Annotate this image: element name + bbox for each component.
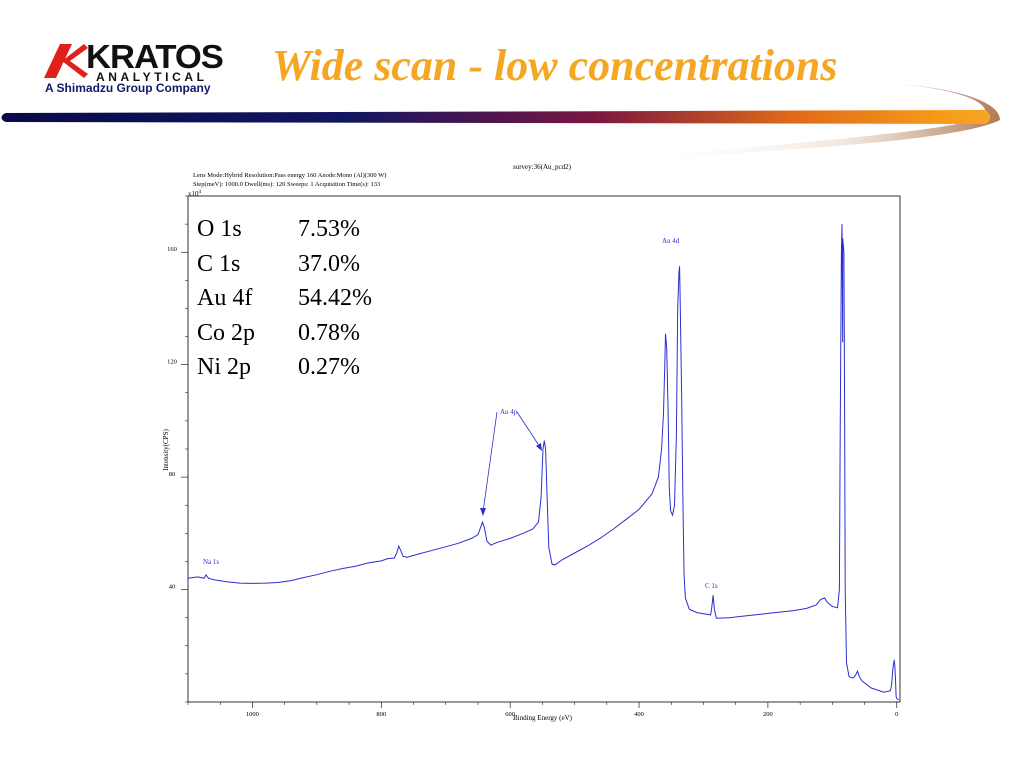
y-multiplier: x104 — [188, 190, 202, 198]
kratos-k-icon — [44, 44, 88, 78]
composition-row: Au 4f 54.42% — [197, 281, 372, 316]
composition-table: O 1s 7.53% C 1s 37.0% Au 4f 54.42% Co 2p 0.78% N… — [197, 212, 372, 385]
composition-element: Ni 2p — [197, 354, 251, 380]
x-tick-label: 600 — [505, 711, 515, 718]
logo-tagline: A Shimadzu Group Company — [45, 81, 211, 95]
composition-element: O 1s — [197, 216, 242, 242]
chart-params-line2: Step(meV): 1000.0 Dwell(ms): 120 Sweeps:… — [193, 181, 380, 188]
composition-row: Ni 2p 0.27% — [197, 350, 372, 385]
y-tick-label: 160 — [167, 246, 177, 253]
x-tick-label: 800 — [376, 711, 386, 718]
composition-element: Au 4f — [197, 285, 253, 311]
chart-title: survey:36(Au_pcd2) — [513, 163, 572, 171]
annotation-na-1s: Na 1s — [203, 558, 219, 566]
spectrum-line — [187, 224, 899, 701]
composition-row: O 1s 7.53% — [197, 212, 372, 247]
x-tick-label: 200 — [763, 711, 773, 718]
y-axis-ticks: 40 80 120 160 — [167, 195, 188, 703]
x-tick-label: 1000 — [246, 711, 259, 718]
slide-title: Wide scan - low concentrations — [272, 41, 838, 90]
au-4p-arrows — [480, 411, 542, 516]
composition-value: 7.53% — [298, 216, 360, 242]
composition-value: 0.78% — [298, 319, 360, 346]
composition-row: C 1s 37.0% — [197, 247, 372, 282]
composition-element: C 1s — [197, 250, 241, 277]
kratos-logo: KRATOS ANALYTICAL A Shimadzu Group Compa… — [40, 38, 250, 100]
x-tick-label: 0 — [895, 711, 898, 718]
x-tick-label: 400 — [634, 711, 644, 718]
annotation-au-4p: Au 4p — [500, 408, 518, 416]
spectrum-svg: survey:36(Au_pcd2) Lens Mode:Hybrid Reso… — [162, 163, 901, 722]
y-tick-label: 40 — [169, 584, 176, 591]
x-axis-label: Binding Energy (eV) — [513, 714, 573, 722]
y-axis-label: Intensity(CPS) — [162, 429, 170, 471]
x-axis-ticks: 1000 800 600 400 200 0 — [187, 702, 898, 718]
logo-brand: KRATOS — [86, 38, 224, 75]
annotation-au-4d: Au 4d — [662, 237, 680, 245]
title-swoosh — [1, 84, 1000, 160]
composition-value: 37.0% — [298, 250, 360, 277]
logo-division: ANALYTICAL — [96, 70, 208, 84]
composition-element: Co 2p — [197, 319, 256, 346]
xps-spectrum-chart: survey:36(Au_pcd2) Lens Mode:Hybrid Reso… — [150, 150, 930, 730]
y-tick-label: 120 — [167, 359, 177, 366]
composition-value: 54.42% — [298, 285, 372, 311]
composition-value: 0.27% — [298, 354, 360, 380]
annotation-c-1s: C 1s — [705, 582, 718, 590]
chart-params-line1: Lens Mode:Hybrid Resolution:Pass energy … — [193, 172, 386, 179]
y-tick-label: 80 — [169, 471, 176, 478]
composition-row: Co 2p 0.78% — [197, 316, 372, 351]
